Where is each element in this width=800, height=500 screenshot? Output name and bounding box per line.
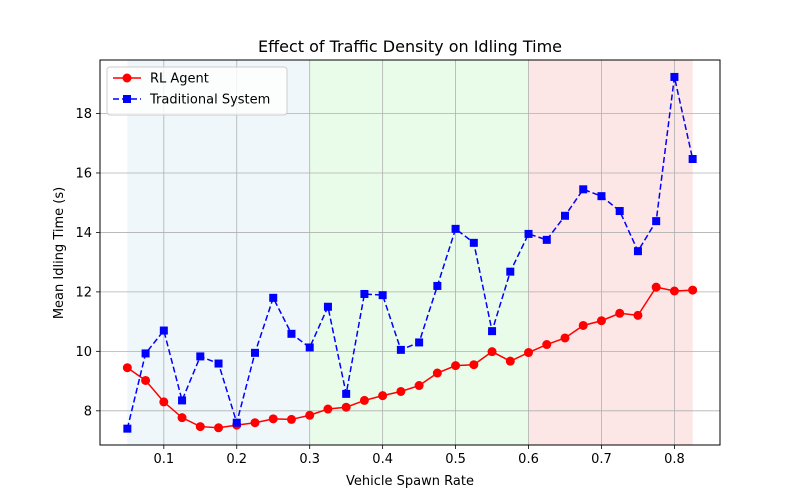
y-tick-label: 16 [75,166,92,181]
data-point-rl-agent [615,308,625,318]
data-point-rl-agent [432,368,442,378]
data-point-rl-agent [177,413,187,423]
shaded-region-3 [528,60,693,445]
data-point-traditional-system [688,155,697,163]
data-point-rl-agent [396,386,406,396]
legend: RL Agent Traditional System [106,66,288,116]
y-tick-label: 8 [84,404,92,419]
data-point-rl-agent [378,391,388,401]
data-point-rl-agent [359,395,369,405]
data-point-rl-agent [305,410,315,420]
y-tick-label: 14 [75,226,92,241]
data-point-traditional-system [251,348,259,357]
data-point-rl-agent [214,423,224,433]
data-point-rl-agent [141,375,151,385]
x-tick-label: 0.3 [299,452,320,467]
y-tick-label: 18 [75,107,92,122]
data-point-traditional-system [633,247,642,256]
series-traditional-system [123,72,697,433]
data-point-rl-agent [195,422,205,432]
data-point-rl-agent [633,310,643,320]
shaded-region-1 [127,60,310,445]
data-point-rl-agent [651,282,661,292]
x-axis-ticks: 0.1 0.2 0.3 0.4 0.5 0.6 0.7 0.8 [153,445,685,467]
data-point-traditional-system [579,185,588,194]
data-point-rl-agent [159,397,169,407]
data-point-traditional-system [159,326,168,335]
data-point-traditional-system [542,235,551,244]
plot-area-frame [99,59,721,446]
data-point-traditional-system [597,192,606,201]
y-axis-title: Mean Idling Time (s) [52,187,67,319]
legend-marker-rl-agent [122,73,132,83]
data-point-traditional-system [415,338,424,347]
data-point-traditional-system [323,302,332,311]
data-point-rl-agent [542,340,552,350]
data-point-rl-agent [323,404,333,414]
y-axis-ticks: 8 10 12 14 16 18 [75,107,100,419]
data-point-rl-agent [669,286,679,296]
data-point-traditional-system [141,349,150,358]
data-point-traditional-system [342,389,351,398]
data-point-traditional-system [652,217,661,226]
data-point-rl-agent [341,402,351,412]
data-point-traditional-system [360,289,369,298]
data-point-rl-agent [596,316,606,326]
data-point-rl-agent [505,356,515,366]
data-point-traditional-system [433,281,442,290]
data-point-traditional-system [232,418,241,427]
data-point-traditional-system [469,238,478,247]
data-point-rl-agent [250,418,260,428]
data-point-traditional-system [615,207,624,216]
x-tick-label: 0.8 [664,452,685,467]
data-point-rl-agent [451,361,461,371]
data-point-rl-agent [524,348,534,358]
data-point-traditional-system [451,224,460,233]
data-point-rl-agent [688,285,698,295]
data-point-traditional-system [123,424,132,433]
data-point-traditional-system [670,72,679,81]
x-tick-label: 0.1 [153,452,174,467]
data-point-rl-agent [122,363,132,373]
series-line-traditional-system [126,76,694,429]
shaded-region-2 [309,60,529,445]
data-point-traditional-system [269,293,278,302]
shaded-regions [127,60,693,445]
grid-lines [100,60,720,445]
x-tick-label: 0.5 [445,452,466,467]
data-point-traditional-system [178,396,187,405]
data-point-traditional-system [524,229,533,238]
data-point-traditional-system [506,267,515,276]
data-point-rl-agent [469,360,479,370]
x-tick-label: 0.2 [226,452,247,467]
y-tick-label: 12 [75,285,92,300]
x-tick-label: 0.6 [518,452,539,467]
legend-marker-traditional-system [123,95,131,103]
x-tick-label: 0.4 [372,452,393,467]
legend-box [106,66,288,116]
data-point-traditional-system [214,359,223,368]
data-point-traditional-system [305,343,314,352]
data-point-traditional-system [396,345,405,354]
x-tick-label: 0.7 [591,452,612,467]
series-group [122,72,698,433]
data-point-rl-agent [578,320,588,330]
y-tick-label: 10 [75,345,92,360]
data-point-rl-agent [268,414,278,424]
data-point-rl-agent [487,347,497,357]
x-axis-title: Vehicle Spawn Rate [346,474,474,489]
data-point-traditional-system [488,327,497,336]
data-point-traditional-system [196,352,205,361]
legend-label-rl-agent: RL Agent [150,72,209,87]
data-point-rl-agent [560,333,570,343]
data-point-traditional-system [561,211,569,220]
data-point-rl-agent [286,414,296,424]
chart-title: Effect of Traffic Density on Idling Time [258,37,562,56]
series-rl-agent [122,282,698,433]
data-point-rl-agent [414,381,424,391]
data-point-traditional-system [287,329,296,338]
data-point-traditional-system [378,291,387,300]
legend-label-traditional-system: Traditional System [149,93,270,108]
